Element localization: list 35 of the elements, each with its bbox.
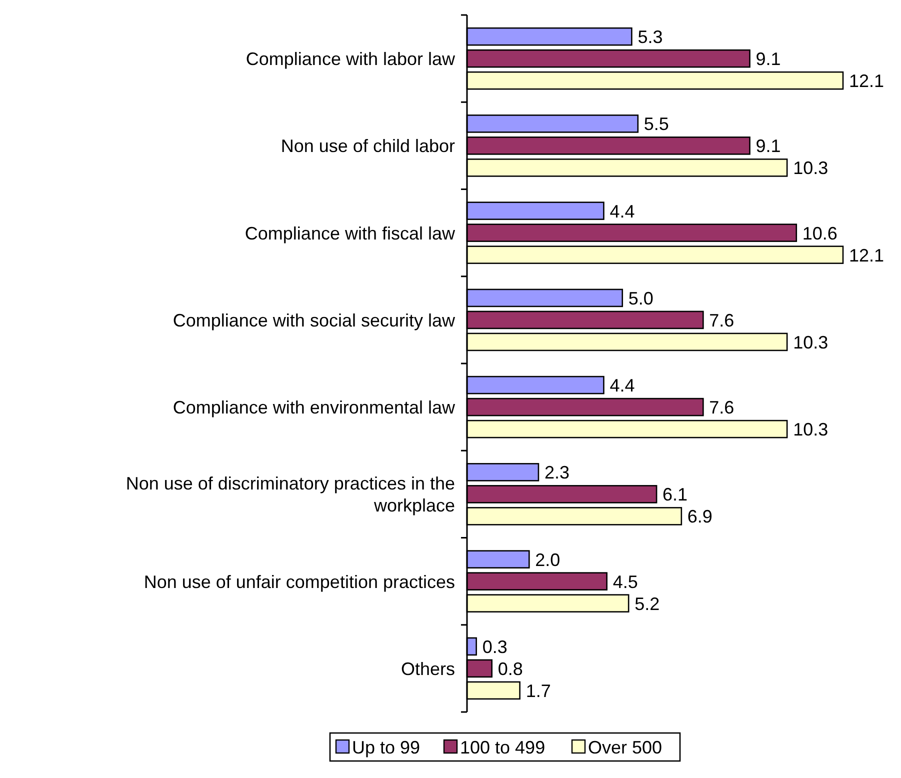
legend-label: Over 500 — [588, 737, 662, 758]
y-tick-label: Non use of unfair competition practices — [144, 572, 455, 592]
data-label: 0.8 — [498, 658, 523, 679]
data-label: 1.7 — [526, 680, 551, 701]
y-tick-label: Non use of discriminatory practices in the workplace — [126, 474, 455, 516]
legend-label: Up to 99 — [352, 737, 420, 758]
data-label: 0.3 — [482, 636, 508, 657]
data-label: 2.0 — [535, 550, 560, 570]
data-label: 5.0 — [628, 288, 654, 308]
data-label: 5.3 — [638, 27, 663, 48]
y-tick-label: Non use of child labor — [280, 136, 455, 156]
legend-label: 100 to 499 — [460, 737, 546, 758]
data-label: 6.9 — [687, 506, 712, 527]
y-tick-label: Others — [400, 658, 455, 679]
data-label: 5.5 — [644, 114, 669, 134]
y-tick-label: Compliance with labor law — [246, 49, 456, 70]
data-label: 7.6 — [709, 310, 734, 330]
data-label: 12.1 — [849, 71, 884, 92]
data-label: 6.1 — [662, 484, 688, 505]
data-label: 10.3 — [793, 420, 828, 440]
data-label: 4.4 — [610, 376, 635, 396]
y-tick-label: Compliance with environmental law — [172, 398, 456, 418]
data-label: 5.2 — [634, 594, 660, 614]
y-tick-label: Compliance with social security law — [172, 310, 456, 330]
data-label: 12.1 — [849, 245, 884, 266]
data-label: 4.4 — [610, 201, 635, 222]
data-label: 7.6 — [709, 398, 734, 418]
data-label: 9.1 — [756, 136, 781, 156]
data-label: 4.5 — [612, 572, 638, 592]
data-label: 10.3 — [793, 332, 828, 352]
data-label: 10.6 — [802, 223, 838, 244]
data-label: 10.3 — [793, 158, 828, 178]
data-label: 9.1 — [756, 49, 781, 70]
y-tick-label: Compliance with fiscal law — [244, 223, 456, 244]
data-label: 2.3 — [544, 462, 570, 483]
